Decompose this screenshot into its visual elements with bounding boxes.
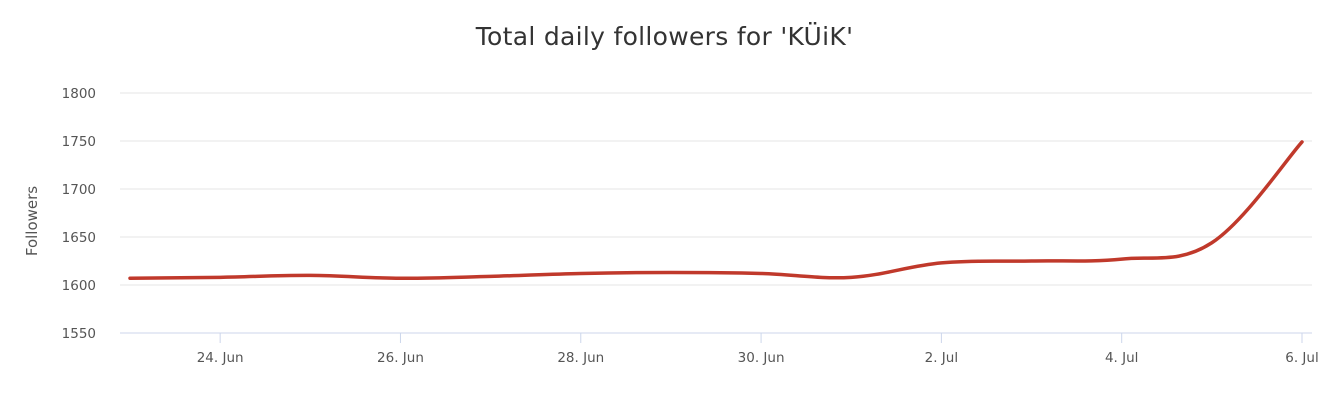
x-tick-label: 24. Jun	[197, 350, 244, 366]
y-tick-label: 1550	[62, 326, 96, 342]
chart-title: Total daily followers for 'KÜiK'	[475, 22, 854, 51]
x-tick-label: 26. Jun	[377, 350, 424, 366]
x-tick-label: 4. Jul	[1105, 350, 1138, 366]
y-tick-label: 1700	[62, 182, 96, 198]
y-tick-label: 1600	[62, 278, 96, 294]
x-tick-label: 6. Jul	[1285, 350, 1318, 366]
y-tick-label: 1650	[62, 230, 96, 246]
x-tick-label: 28. Jun	[557, 350, 604, 366]
x-tick-label: 2. Jul	[925, 350, 958, 366]
series-line	[128, 140, 1304, 281]
y-axis-title: Followers	[23, 186, 41, 256]
y-tick-label: 1750	[62, 134, 96, 150]
x-tick-label: 30. Jun	[738, 350, 785, 366]
y-tick-label: 1800	[62, 86, 96, 102]
